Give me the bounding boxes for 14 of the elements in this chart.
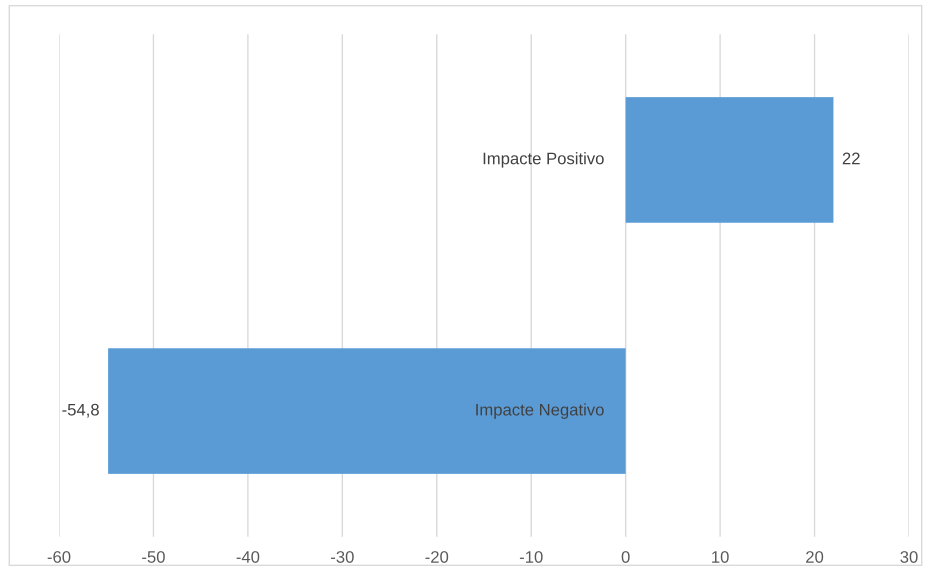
x-tick-label: 20 [806,551,824,563]
x-tick-label: -10 [520,551,543,563]
x-tick-label: -60 [48,551,70,563]
y-tick-label: Impacte Negativo [476,403,604,419]
y-tick-label: Impacte Positivo [484,152,604,168]
x-tick-label: -30 [331,551,354,563]
x-tick-label: -40 [236,551,260,563]
x-tick-label: -20 [425,551,448,563]
x-tick-label: 30 [900,551,918,563]
x-tick-label: 0 [622,551,630,563]
x-tick-label: 10 [712,551,729,563]
data-label: 22 [842,152,860,164]
x-tick-label: -50 [142,551,165,563]
data-label: -54,8 [62,404,99,418]
